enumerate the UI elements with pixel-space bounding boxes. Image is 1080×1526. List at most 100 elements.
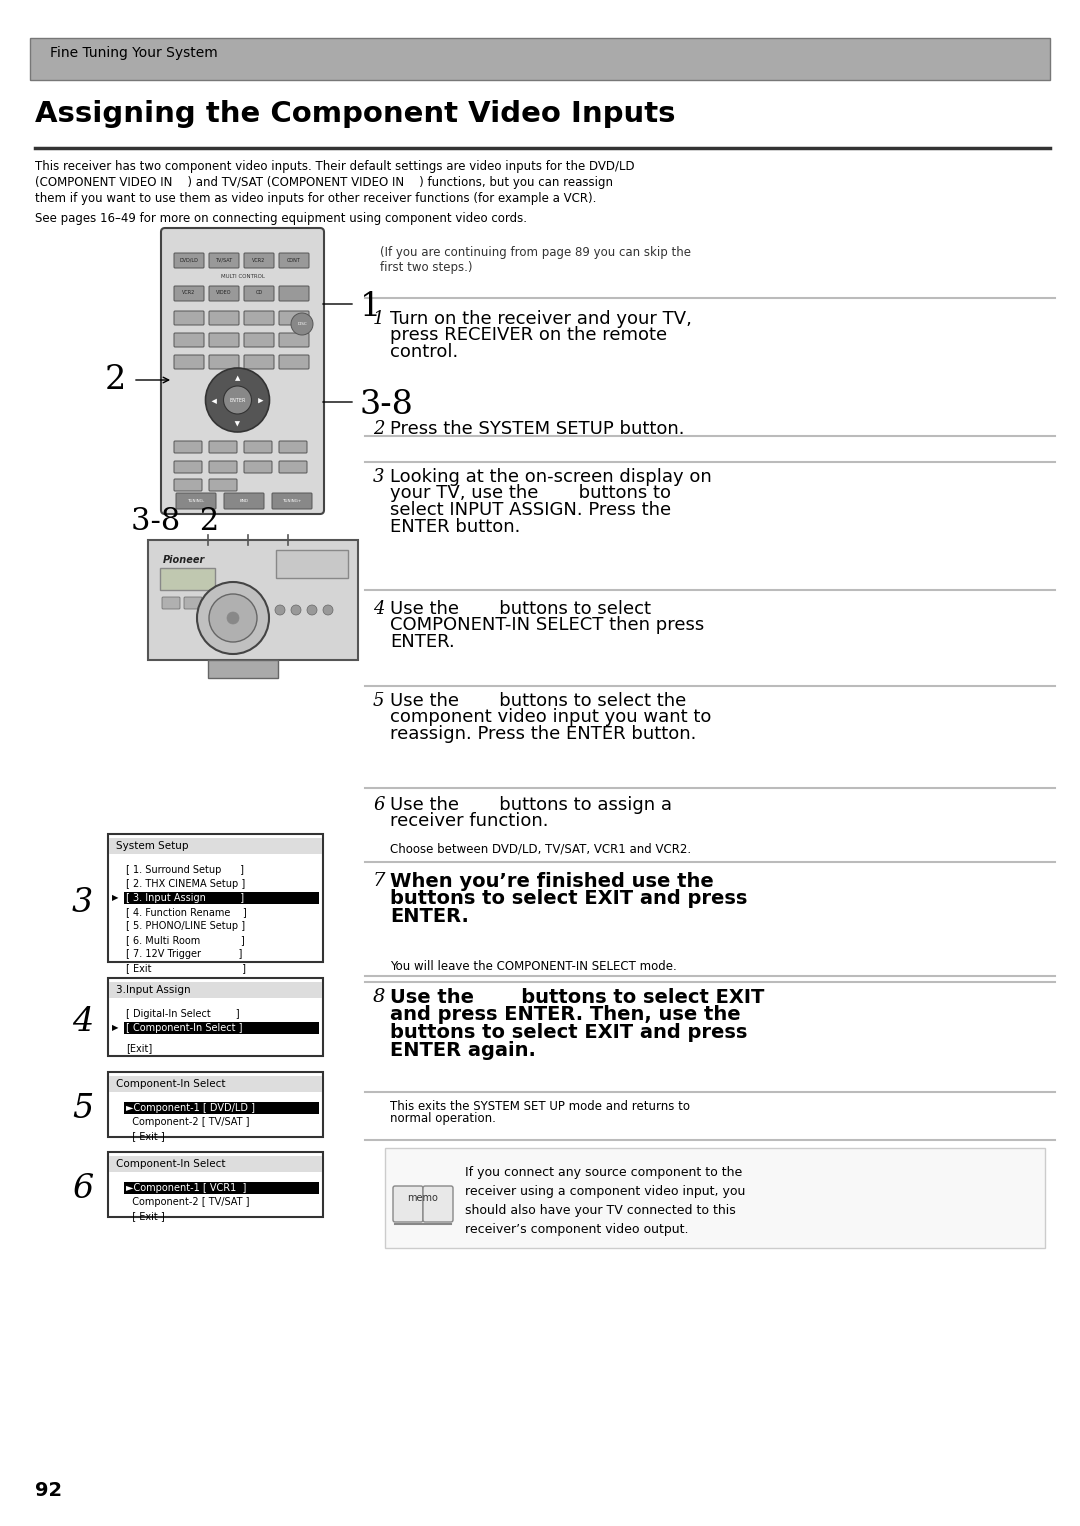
Text: buttons to select EXIT and press: buttons to select EXIT and press <box>390 890 747 908</box>
Text: MULTI CONTROL: MULTI CONTROL <box>220 273 265 279</box>
Text: Component-2 [ TV/SAT ]: Component-2 [ TV/SAT ] <box>126 1117 249 1128</box>
FancyBboxPatch shape <box>160 568 215 591</box>
Text: BND: BND <box>240 499 248 504</box>
Circle shape <box>197 581 269 655</box>
FancyBboxPatch shape <box>279 253 309 269</box>
Text: Component-In Select: Component-In Select <box>116 1160 226 1169</box>
FancyBboxPatch shape <box>176 493 216 510</box>
FancyBboxPatch shape <box>108 978 323 1056</box>
FancyBboxPatch shape <box>244 441 272 453</box>
Circle shape <box>307 604 318 615</box>
Text: 1: 1 <box>360 291 381 324</box>
Text: 8: 8 <box>373 987 386 1006</box>
FancyBboxPatch shape <box>244 285 274 301</box>
Text: 5: 5 <box>373 691 384 710</box>
Text: System Setup: System Setup <box>116 841 189 852</box>
FancyBboxPatch shape <box>124 1183 319 1193</box>
Text: Pioneer: Pioneer <box>163 555 205 565</box>
FancyBboxPatch shape <box>244 333 274 346</box>
Text: Press the SYSTEM SETUP button.: Press the SYSTEM SETUP button. <box>390 420 685 438</box>
Text: [ Component-In Select ]: [ Component-In Select ] <box>126 1022 243 1033</box>
Text: ENTER again.: ENTER again. <box>390 1041 536 1059</box>
Text: [ 6. Multi Room             ]: [ 6. Multi Room ] <box>126 935 245 945</box>
FancyBboxPatch shape <box>109 1157 322 1172</box>
FancyBboxPatch shape <box>174 356 204 369</box>
Text: VCR2: VCR2 <box>183 290 195 296</box>
Text: [ 5. PHONO/LINE Setup ]: [ 5. PHONO/LINE Setup ] <box>126 922 245 931</box>
FancyBboxPatch shape <box>423 1186 453 1222</box>
FancyBboxPatch shape <box>174 285 204 301</box>
Text: 2: 2 <box>105 365 126 397</box>
Text: CONT: CONT <box>287 258 301 262</box>
Text: Assigning the Component Video Inputs: Assigning the Component Video Inputs <box>35 101 675 128</box>
FancyBboxPatch shape <box>393 1186 423 1222</box>
FancyBboxPatch shape <box>244 253 274 269</box>
FancyBboxPatch shape <box>161 227 324 514</box>
Text: ▶: ▶ <box>112 894 119 902</box>
Text: receiver function.: receiver function. <box>390 812 549 830</box>
Text: DISC: DISC <box>297 322 307 327</box>
FancyBboxPatch shape <box>244 461 272 473</box>
Text: [ Exit ]: [ Exit ] <box>126 1131 165 1141</box>
FancyBboxPatch shape <box>384 1148 1045 1248</box>
Text: COMPONENT-IN SELECT then press: COMPONENT-IN SELECT then press <box>390 617 704 635</box>
FancyBboxPatch shape <box>272 493 312 510</box>
Text: VIDEO: VIDEO <box>216 290 232 296</box>
Text: When you’re finished use the: When you’re finished use the <box>390 871 714 891</box>
FancyBboxPatch shape <box>174 479 202 491</box>
Text: TUNING+: TUNING+ <box>282 499 301 504</box>
Text: 7: 7 <box>373 871 386 890</box>
Text: [ Exit ]: [ Exit ] <box>126 1212 165 1221</box>
Text: control.: control. <box>390 343 458 362</box>
Text: TUNING-: TUNING- <box>187 499 205 504</box>
Text: [ Digital-In Select        ]: [ Digital-In Select ] <box>126 1009 240 1019</box>
Text: ENTER.: ENTER. <box>390 906 469 926</box>
FancyBboxPatch shape <box>244 356 274 369</box>
Text: ENTER button.: ENTER button. <box>390 517 521 536</box>
Circle shape <box>323 604 333 615</box>
Text: ▲: ▲ <box>213 397 218 403</box>
Text: press RECEIVER on the remote: press RECEIVER on the remote <box>390 327 667 345</box>
Circle shape <box>205 368 270 432</box>
Text: 4: 4 <box>373 600 384 618</box>
Text: This exits the SYSTEM SET UP mode and returns to: This exits the SYSTEM SET UP mode and re… <box>390 1100 690 1112</box>
FancyBboxPatch shape <box>210 461 237 473</box>
Text: ▶: ▶ <box>112 1024 119 1033</box>
FancyBboxPatch shape <box>108 835 323 961</box>
Text: receiver’s component video output.: receiver’s component video output. <box>465 1222 689 1236</box>
Text: Turn on the receiver and your TV,: Turn on the receiver and your TV, <box>390 310 692 328</box>
Text: 2: 2 <box>373 420 384 438</box>
FancyBboxPatch shape <box>244 311 274 325</box>
FancyBboxPatch shape <box>279 356 309 369</box>
FancyBboxPatch shape <box>206 597 224 609</box>
Text: your TV, use the       buttons to: your TV, use the buttons to <box>390 484 671 502</box>
FancyBboxPatch shape <box>162 597 180 609</box>
FancyBboxPatch shape <box>174 311 204 325</box>
Text: 3-8  2: 3-8 2 <box>131 507 219 537</box>
Text: ENTER.: ENTER. <box>390 633 455 652</box>
Text: Use the       buttons to assign a: Use the buttons to assign a <box>390 797 672 813</box>
Text: should also have your TV connected to this: should also have your TV connected to th… <box>465 1204 735 1218</box>
Text: If you connect any source component to the: If you connect any source component to t… <box>465 1166 742 1180</box>
Text: [ 4. Function Rename    ]: [ 4. Function Rename ] <box>126 906 246 917</box>
FancyBboxPatch shape <box>279 441 307 453</box>
Text: (If you are continuing from page 89 you can skip the: (If you are continuing from page 89 you … <box>380 246 691 259</box>
Text: Use the       buttons to select the: Use the buttons to select the <box>390 691 686 710</box>
Text: and press ENTER. Then, use the: and press ENTER. Then, use the <box>390 1006 741 1024</box>
FancyBboxPatch shape <box>108 1071 323 1137</box>
Text: ▲: ▲ <box>234 420 240 426</box>
Text: ▲: ▲ <box>257 397 262 403</box>
FancyBboxPatch shape <box>124 893 319 903</box>
FancyBboxPatch shape <box>124 1022 319 1035</box>
FancyBboxPatch shape <box>279 461 307 473</box>
FancyBboxPatch shape <box>124 1102 319 1114</box>
Circle shape <box>227 612 239 624</box>
FancyBboxPatch shape <box>210 479 237 491</box>
FancyBboxPatch shape <box>276 549 348 578</box>
Circle shape <box>224 386 252 414</box>
FancyBboxPatch shape <box>109 1076 322 1093</box>
Text: component video input you want to: component video input you want to <box>390 708 712 726</box>
Text: normal operation.: normal operation. <box>390 1112 496 1125</box>
Text: 6: 6 <box>373 797 384 813</box>
Text: Use the       buttons to select EXIT: Use the buttons to select EXIT <box>390 987 765 1007</box>
